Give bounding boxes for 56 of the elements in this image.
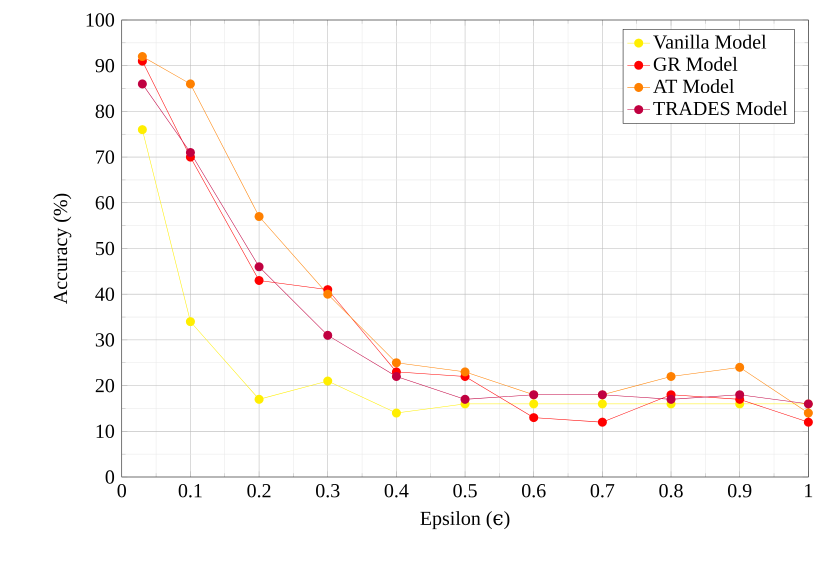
point [323,330,332,340]
point [392,358,401,368]
y-tick-label: 40 [95,288,114,301]
point [138,80,147,89]
legend-label: Vanilla Model [653,34,766,49]
point [138,52,147,62]
y-tick-label: 0 [106,470,114,484]
x-tick-label: 0.9 [728,484,752,498]
point [186,80,195,89]
legend-label: TRADES Model [653,101,788,116]
y-tick-label: 30 [96,333,114,347]
x-tick-label: 0.6 [522,484,546,498]
x-tick-label: 0 [118,484,126,498]
point [460,367,470,376]
y-tick-label: 50 [96,242,114,256]
x-tick-label: 0.8 [659,484,683,498]
point [254,262,264,272]
point [735,362,744,372]
point [254,394,264,404]
point [598,418,607,427]
point [804,408,813,418]
legend-label: AT Model [653,79,734,94]
point [186,148,195,158]
point [529,413,538,422]
point [529,399,538,408]
point [254,212,264,222]
y-axis-title: Accuracy (%) [53,194,72,304]
point [254,276,264,286]
point [138,125,147,134]
x-tick-label: 0.1 [178,484,202,498]
x-tick-label: 0.7 [590,484,614,498]
point [460,394,470,404]
y-tick-label: 20 [96,378,114,392]
point [392,408,401,418]
y-tick-label: 90 [96,59,114,72]
y-tick-label: 10 [96,424,114,438]
point [804,418,813,427]
x-tick-label: 0.5 [453,484,477,498]
y-tick-label: 60 [96,196,114,210]
legend-label: GR Model [654,56,738,71]
x-tick-label: 0.2 [247,484,270,498]
x-tick-label: 0.4 [384,484,409,498]
point [735,390,744,400]
point [598,399,607,408]
y-tick-label: 80 [96,104,114,118]
point [323,376,332,386]
x-tick-label: 0.3 [316,484,340,498]
x-tick-label: 1 [805,484,812,498]
x-axis-title: Epsilon (ϵ) [420,511,510,530]
point [666,394,676,404]
point [323,290,332,299]
point [392,372,401,382]
point [186,317,195,326]
point [666,372,676,382]
y-tick-label: 100 [86,13,114,27]
y-tick-label: 70 [96,150,114,164]
